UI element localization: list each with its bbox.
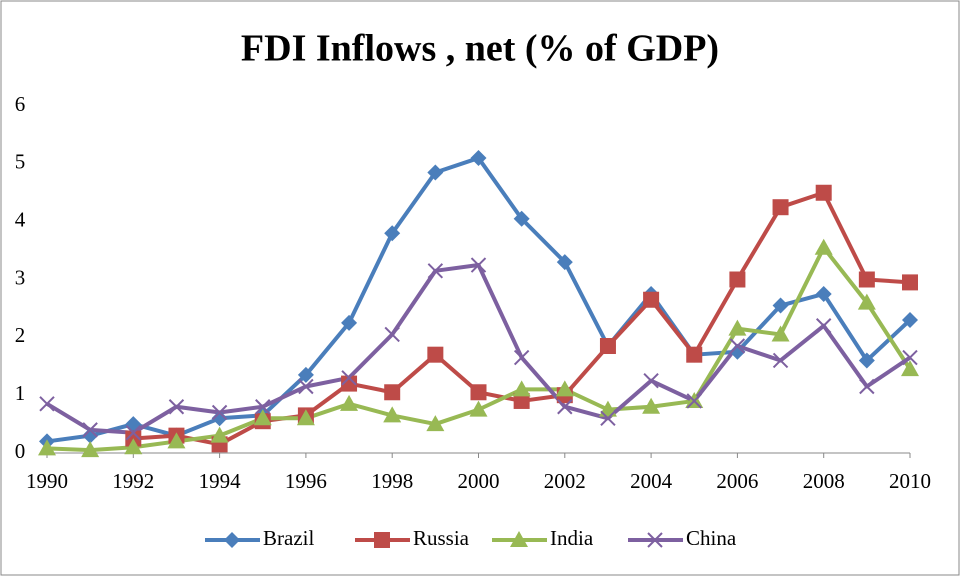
marker: [857, 293, 876, 310]
marker: [470, 257, 487, 273]
y-tick-label: 0: [15, 439, 26, 463]
marker: [383, 406, 402, 423]
marker: [470, 384, 487, 401]
marker: [296, 409, 315, 426]
marker: [341, 370, 357, 386]
marker: [374, 532, 390, 548]
marker: [642, 397, 661, 414]
marker: [341, 314, 358, 331]
marker: [39, 396, 55, 412]
marker: [729, 338, 746, 354]
y-tick-label: 4: [15, 207, 26, 231]
marker: [224, 532, 240, 548]
x-tick-label: 1998: [371, 469, 413, 493]
y-tick-label: 6: [15, 92, 26, 116]
marker: [384, 326, 400, 343]
marker: [82, 422, 98, 438]
legend-label: China: [686, 526, 737, 550]
marker: [298, 378, 314, 395]
marker: [168, 399, 185, 415]
marker: [384, 225, 401, 242]
marker: [771, 325, 790, 342]
marker: [427, 164, 444, 181]
marker: [340, 394, 359, 411]
marker: [513, 210, 530, 227]
marker: [384, 384, 401, 401]
chart-title: FDI Inflows , net (% of GDP): [241, 28, 719, 70]
y-tick-label: 3: [15, 265, 26, 289]
marker: [902, 349, 918, 366]
marker: [647, 532, 663, 548]
marker: [599, 338, 616, 355]
marker: [512, 380, 531, 397]
y-tick-label: 2: [15, 323, 26, 347]
marker: [211, 404, 228, 421]
marker: [729, 271, 746, 288]
marker: [902, 274, 918, 291]
marker: [901, 360, 919, 377]
marker: [858, 271, 875, 288]
marker: [255, 399, 271, 415]
legend-label: India: [550, 526, 594, 550]
y-tick-label: 5: [15, 150, 26, 174]
x-tick-label: 2004: [630, 469, 673, 493]
x-tick-label: 2000: [458, 469, 500, 493]
marker: [772, 352, 789, 369]
marker: [772, 199, 789, 216]
marker: [686, 346, 703, 363]
marker: [427, 263, 444, 279]
x-tick-label: 1994: [199, 469, 242, 493]
x-tick-label: 2002: [544, 469, 586, 493]
x-tick-label: 1990: [26, 469, 68, 493]
y-tick-label: 1: [15, 381, 26, 405]
marker: [814, 238, 833, 255]
marker: [643, 291, 660, 308]
legend-label: Russia: [413, 526, 470, 550]
x-tick-label: 1992: [112, 469, 154, 493]
marker: [557, 399, 573, 415]
marker: [513, 349, 530, 366]
marker: [858, 352, 875, 369]
marker: [341, 375, 358, 392]
marker: [297, 366, 314, 383]
marker: [510, 531, 528, 547]
x-tick-label: 2008: [803, 469, 845, 493]
marker: [125, 425, 142, 441]
marker: [555, 380, 574, 397]
marker: [253, 409, 272, 426]
legend-label: Brazil: [263, 526, 314, 550]
x-tick-label: 2010: [889, 469, 931, 493]
marker: [469, 400, 488, 417]
marker: [815, 318, 832, 334]
marker: [815, 184, 832, 201]
marker: [470, 150, 487, 167]
marker: [211, 410, 228, 427]
x-tick-label: 1996: [285, 469, 327, 493]
marker: [81, 441, 100, 458]
marker: [82, 427, 99, 444]
marker: [686, 393, 702, 409]
marker: [728, 319, 747, 336]
marker: [513, 392, 530, 409]
marker: [38, 439, 56, 456]
marker: [643, 373, 659, 389]
marker: [556, 254, 573, 271]
marker: [815, 285, 832, 302]
marker: [772, 297, 789, 314]
marker: [124, 438, 143, 455]
marker: [600, 410, 616, 427]
marker: [902, 311, 918, 328]
marker: [167, 432, 186, 449]
x-tick-label: 2006: [716, 469, 758, 493]
marker: [426, 415, 445, 432]
marker: [210, 426, 229, 443]
marker: [859, 378, 875, 395]
marker: [427, 346, 444, 363]
marker: [729, 343, 746, 360]
